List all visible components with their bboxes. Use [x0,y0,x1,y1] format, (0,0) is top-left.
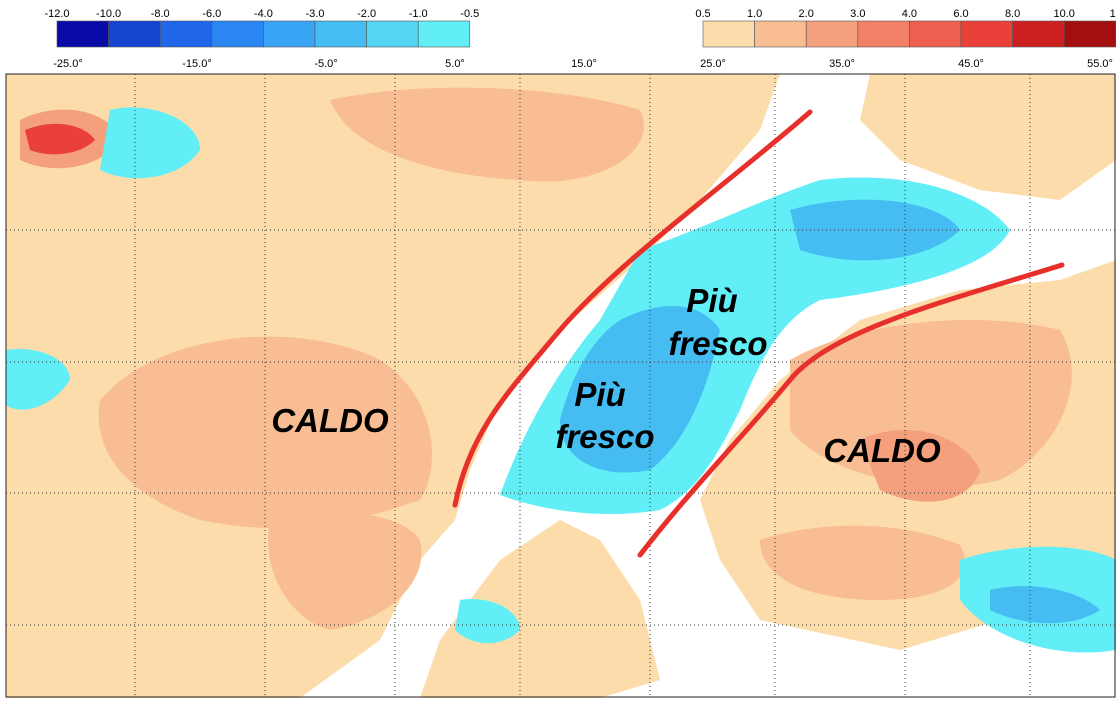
colorbar-label: -0.5 [460,8,479,20]
colorbar-label: 2.0 [799,8,814,20]
colorbar-label: -4.0 [254,8,273,20]
annotation: fresco [668,325,767,362]
colorbar-swatch [56,20,109,48]
map-frame [5,73,1116,698]
colorbar-label: 3.0 [850,8,865,20]
colorbar-swatch [108,20,161,48]
annotation: CALDO [823,432,941,469]
annotation: Più [574,376,625,413]
colorbar-label: 8.0 [1005,8,1020,20]
longitude-label: 35.0° [829,58,855,70]
colorbar-swatch [263,20,316,48]
colorbar-swatch [805,20,859,48]
colorbar-label: -8.0 [151,8,170,20]
annotation: fresco [555,418,654,455]
colorbar-swatch [314,20,367,48]
longitude-label: 45.0° [958,58,984,70]
colorbar-swatch [417,20,471,48]
colorbar-label: 0.5 [695,8,710,20]
colorbar-swatch [1012,20,1065,48]
longitude-label: 25.0° [700,58,726,70]
longitude-label: -5.0° [314,58,337,70]
annotation: CALDO [271,402,389,439]
colorbar-swatch [754,20,807,48]
longitude-label: -25.0° [53,58,82,70]
colorbar-label: -12.0 [44,8,69,20]
colorbar-label: 1.0 [747,8,762,20]
colorbar-swatch [211,20,264,48]
colorbar-swatch [960,20,1013,48]
colorbar-swatch [1063,20,1116,48]
colorbar-label: -2.0 [357,8,376,20]
colorbar-label: 4.0 [902,8,917,20]
colorbar-label: 10.0 [1053,8,1074,20]
colorbar-swatch [857,20,910,48]
colorbar-label: -10.0 [96,8,121,20]
longitude-label: 15.0° [571,58,597,70]
colorbar-label: 6.0 [953,8,968,20]
colorbar-swatch [909,20,962,48]
colorbar-label: -3.0 [306,8,325,20]
longitude-label: 55.0° [1087,58,1113,70]
colorbar-swatch [366,20,419,48]
longitude-label: 5.0° [445,58,465,70]
map [6,74,1116,698]
colorbar-label: -1.0 [409,8,428,20]
annotation: Più [686,282,737,319]
colorbar-swatch [159,20,213,48]
colorbar-label: -6.0 [202,8,221,20]
colorbar-swatch [702,20,755,48]
longitude-label: -15.0° [182,58,211,70]
colorbar-label: 12 [1110,8,1116,20]
